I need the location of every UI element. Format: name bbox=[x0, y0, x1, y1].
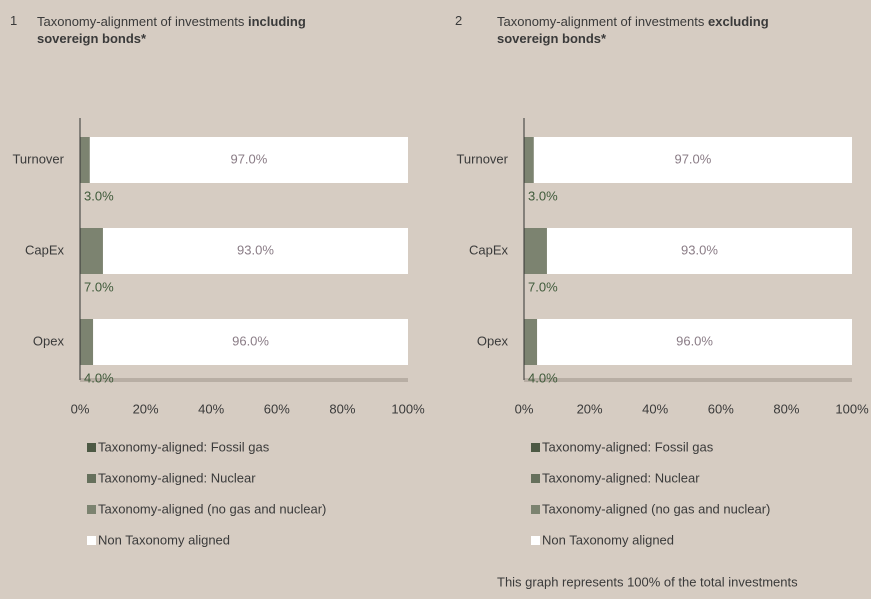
legend-label: Taxonomy-aligned: Fossil gas bbox=[98, 439, 270, 454]
y-tick-label: CapEx bbox=[469, 242, 509, 257]
value-label: 4.0% bbox=[528, 370, 558, 385]
legend-label: Taxonomy-aligned (no gas and nuclear) bbox=[542, 501, 770, 516]
chart-number: 2 bbox=[455, 13, 463, 28]
x-tick-label: 40% bbox=[642, 401, 668, 416]
bar-segment bbox=[80, 137, 90, 183]
legend-swatch bbox=[531, 474, 540, 483]
value-label: 97.0% bbox=[674, 151, 711, 166]
bar-segment bbox=[80, 319, 94, 365]
x-tick-label: 20% bbox=[577, 401, 603, 416]
legend-label: Taxonomy-aligned (no gas and nuclear) bbox=[98, 501, 326, 516]
title-emphasis: including sovereign bonds* bbox=[37, 14, 306, 46]
value-label: 4.0% bbox=[84, 370, 114, 385]
value-label: 96.0% bbox=[676, 333, 713, 348]
legend-swatch bbox=[87, 536, 96, 545]
legend-label: Taxonomy-aligned: Fossil gas bbox=[542, 439, 714, 454]
value-label: 7.0% bbox=[528, 279, 558, 294]
chart-title: Taxonomy-alignment of investments includ… bbox=[37, 13, 357, 47]
bar-segment bbox=[533, 137, 852, 183]
bar-segment bbox=[102, 228, 409, 274]
x-tick-label: 100% bbox=[391, 401, 425, 416]
footnote: This graph represents 100% of the total … bbox=[497, 574, 798, 589]
legend-swatch bbox=[531, 443, 540, 452]
legend-swatch bbox=[531, 505, 540, 514]
legend-swatch bbox=[87, 505, 96, 514]
x-tick-label: 80% bbox=[773, 401, 799, 416]
x-tick-label: 80% bbox=[329, 401, 355, 416]
x-tick-label: 100% bbox=[835, 401, 869, 416]
bar-segment bbox=[524, 137, 534, 183]
value-label: 93.0% bbox=[237, 242, 274, 257]
bar-segment bbox=[546, 228, 852, 274]
legend-swatch bbox=[531, 536, 540, 545]
plot-shadow bbox=[524, 378, 852, 382]
x-tick-label: 60% bbox=[264, 401, 290, 416]
bar-segment bbox=[537, 319, 852, 365]
y-tick-label: Turnover bbox=[456, 151, 508, 166]
value-label: 97.0% bbox=[230, 151, 267, 166]
chart-title: Taxonomy-alignment of investments exclud… bbox=[497, 13, 817, 47]
title-text: Taxonomy-alignment of investments bbox=[497, 14, 705, 29]
x-tick-label: 0% bbox=[515, 401, 534, 416]
x-tick-label: 0% bbox=[71, 401, 90, 416]
value-label: 3.0% bbox=[528, 188, 558, 203]
title-text: Taxonomy-alignment of investments bbox=[37, 14, 245, 29]
y-tick-label: Opex bbox=[477, 333, 509, 348]
legend-label: Non Taxonomy aligned bbox=[542, 532, 674, 547]
legend-label: Taxonomy-aligned: Nuclear bbox=[98, 470, 256, 485]
plot-shadow bbox=[80, 378, 408, 382]
bar-segment bbox=[80, 228, 103, 274]
value-label: 96.0% bbox=[232, 333, 269, 348]
x-tick-label: 40% bbox=[198, 401, 224, 416]
x-tick-label: 20% bbox=[133, 401, 159, 416]
bar-segment bbox=[524, 319, 538, 365]
legend-swatch bbox=[87, 443, 96, 452]
legend-label: Taxonomy-aligned: Nuclear bbox=[542, 470, 700, 485]
x-tick-label: 60% bbox=[708, 401, 734, 416]
y-tick-label: Turnover bbox=[12, 151, 64, 166]
bar-segment bbox=[524, 228, 547, 274]
legend-label: Non Taxonomy aligned bbox=[98, 532, 230, 547]
y-tick-label: CapEx bbox=[25, 242, 65, 257]
chart-number: 1 bbox=[10, 13, 18, 28]
title-emphasis: excluding sovereign bonds* bbox=[497, 14, 769, 46]
bar-segment bbox=[93, 319, 409, 365]
bar-segment bbox=[89, 137, 408, 183]
legend-swatch bbox=[87, 474, 96, 483]
value-label: 93.0% bbox=[681, 242, 718, 257]
y-tick-label: Opex bbox=[33, 333, 65, 348]
value-label: 3.0% bbox=[84, 188, 114, 203]
value-label: 7.0% bbox=[84, 279, 114, 294]
